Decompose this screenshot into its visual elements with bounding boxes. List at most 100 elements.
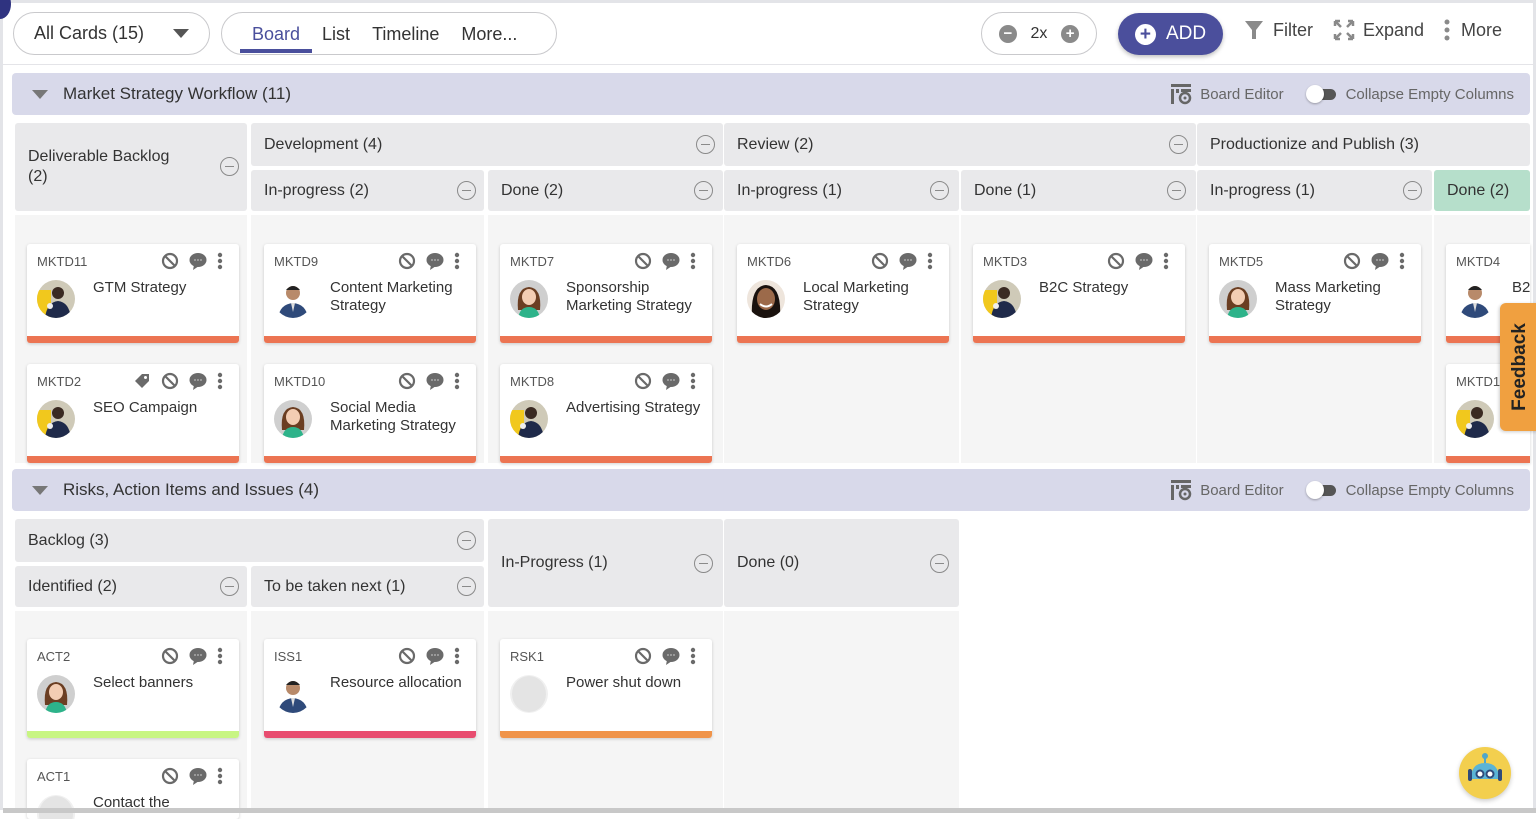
collapse-column-icon[interactable] [457,577,476,596]
column-label: Done (2) [1447,181,1510,199]
comment-icon[interactable] [189,372,207,390]
tag-icon[interactable] [133,372,151,390]
corner-indicator [0,0,11,19]
filter-icon [1245,21,1263,39]
kebab-menu-icon[interactable] [217,252,225,270]
collapse-column-icon[interactable] [694,181,713,200]
priority-bar [27,336,239,343]
block-icon[interactable] [1343,252,1361,270]
collapse-empty-columns-toggle[interactable] [1305,85,1336,103]
collapse-column-icon[interactable] [457,531,476,550]
kebab-menu-icon[interactable] [690,372,698,390]
card-mktd4[interactable]: MKTD4 B2 [1446,244,1530,343]
comment-icon[interactable] [662,372,680,390]
collapse-empty-columns-toggle[interactable] [1305,481,1336,499]
zoom-in-button[interactable]: + [1061,24,1080,43]
card-mktd10[interactable]: MKTD10 Social Media Marketing Strategy [264,364,476,463]
card-act2[interactable]: ACT2 Select banners [27,639,239,738]
filter-label: Filter [1273,19,1313,40]
block-icon[interactable] [161,372,179,390]
collapse-column-icon[interactable] [930,181,949,200]
collapse-column-icon[interactable] [696,135,715,154]
collapse-column-icon[interactable] [1403,181,1422,200]
block-icon[interactable] [871,252,889,270]
collapse-column-icon[interactable] [694,554,713,573]
collapse-column-icon[interactable] [930,554,949,573]
board-editor-button[interactable]: Board Editor [1170,83,1284,105]
kebab-menu-icon[interactable] [1163,252,1171,270]
tab-board[interactable]: Board [239,12,313,55]
more-button[interactable]: More [1443,19,1502,41]
board-editor-button[interactable]: Board Editor [1170,479,1284,501]
card-mktd5[interactable]: MKTD5 Mass Marketing Strategy [1209,244,1421,343]
add-button[interactable]: + ADD [1118,13,1223,55]
comment-icon[interactable] [426,647,444,665]
chatbot-button[interactable] [1459,747,1511,799]
comment-icon[interactable] [426,372,444,390]
collapse-column-icon[interactable] [220,577,239,596]
filter-button[interactable]: Filter [1243,19,1313,41]
kebab-menu-icon[interactable] [217,372,225,390]
collapse-column-icon[interactable] [1169,135,1188,154]
avatar [274,280,312,318]
kebab-menu-icon[interactable] [1399,252,1407,270]
kebab-menu-icon[interactable] [217,767,225,785]
card-rsk1[interactable]: RSK1 Power shut down [500,639,712,738]
kebab-menu-icon[interactable] [927,252,935,270]
card-iss1[interactable]: ISS1 Resource allocation [264,639,476,738]
expand-button[interactable]: Expand [1333,19,1424,41]
card-mktd8[interactable]: MKTD8 Advertising Strategy [500,364,712,463]
tab-more[interactable]: More... [461,24,518,44]
card-mktd2[interactable]: MKTD2 SEO Campaign [27,364,239,463]
horizontal-scrollbar[interactable] [3,808,1536,813]
card-mktd11[interactable]: MKTD11 GTM Strategy [27,244,239,343]
comment-icon[interactable] [426,252,444,270]
comment-icon[interactable] [662,252,680,270]
collapse-column-icon[interactable] [457,181,476,200]
comment-icon[interactable] [189,252,207,270]
kebab-menu-icon[interactable] [217,647,225,665]
block-icon[interactable] [634,647,652,665]
comment-icon[interactable] [662,647,680,665]
comment-icon[interactable] [189,767,207,785]
comment-icon[interactable] [189,647,207,665]
column-label: Done (0) [737,554,800,571]
collapse-column-icon[interactable] [1167,181,1186,200]
block-icon[interactable] [161,647,179,665]
column-label: Deliverable Backlog (2) [28,148,170,185]
card-mktd3[interactable]: MKTD3 B2C Strategy [973,244,1185,343]
kebab-menu-icon[interactable] [690,647,698,665]
collapse-column-icon[interactable] [220,157,239,176]
chatbot-icon [1468,753,1502,781]
tab-timeline[interactable]: Timeline [372,24,440,44]
card-mktd6[interactable]: MKTD6 Local Marketing Strategy [737,244,949,343]
group-productionize-and-publish: Productionize and Publish (3) [1197,123,1530,166]
collapse-empty-columns-label: Collapse Empty Columns [1345,85,1514,103]
block-icon[interactable] [398,372,416,390]
kebab-menu-icon[interactable] [690,252,698,270]
card-mktd9[interactable]: MKTD9 Content Marketing Strategy [264,244,476,343]
card-filter-dropdown[interactable]: All Cards (15) [13,12,210,55]
block-icon[interactable] [1107,252,1125,270]
kebab-menu-icon[interactable] [454,252,462,270]
collapse-lane-caret-icon[interactable] [32,485,48,495]
kebab-menu-icon[interactable] [454,647,462,665]
kebab-menu-icon[interactable] [454,372,462,390]
comment-icon[interactable] [899,252,917,270]
comment-icon[interactable] [1135,252,1153,270]
block-icon[interactable] [634,252,652,270]
tab-list[interactable]: List [322,24,351,44]
card-mktd7[interactable]: MKTD7 Sponsorship Marketing Strategy [500,244,712,343]
collapse-lane-caret-icon[interactable] [32,89,48,99]
feedback-tab[interactable]: Feedback [1500,303,1536,431]
block-icon[interactable] [161,252,179,270]
block-icon[interactable] [398,252,416,270]
block-icon[interactable] [634,372,652,390]
block-icon[interactable] [161,767,179,785]
block-icon[interactable] [398,647,416,665]
zoom-out-button[interactable]: − [998,24,1017,43]
card-id: MKTD3 [983,254,1028,269]
column-development-in-progress: In-progress (2) [251,170,484,211]
comment-icon[interactable] [1371,252,1389,270]
